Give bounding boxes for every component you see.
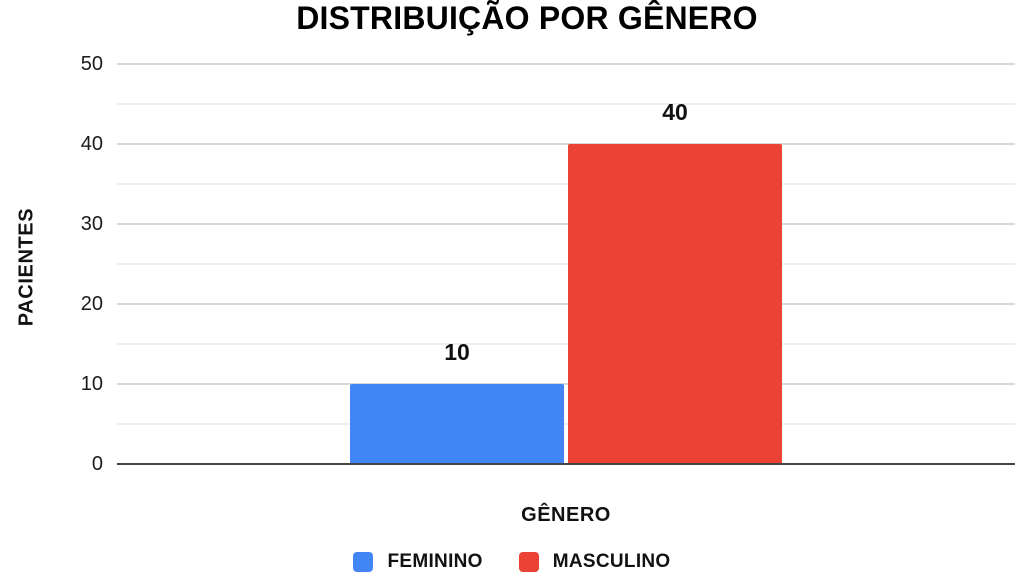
y-tick-label-20: 20: [80, 293, 103, 315]
major-gridline-50: [117, 63, 1015, 65]
major-gridline-20: [117, 303, 1015, 305]
legend-item-masculino: MASCULINO: [518, 551, 671, 572]
legend-swatch-masculino: [518, 552, 539, 572]
y-tick-label-0: 0: [91, 453, 103, 475]
major-gridline-10: [117, 383, 1015, 385]
plot-area: 10 40: [117, 63, 1015, 465]
minor-gridline-25: [117, 263, 1015, 265]
y-tick-label-50: 50: [80, 53, 103, 75]
legend: FEMININO MASCULINO: [0, 552, 1024, 572]
y-tick-label-30: 30: [80, 213, 103, 235]
y-tick-label-40: 40: [80, 133, 103, 155]
minor-gridline-45: [117, 103, 1015, 105]
x-axis-baseline: [117, 463, 1015, 465]
bar-masculino: [568, 144, 782, 464]
minor-gridline-35: [117, 183, 1015, 185]
legend-label-feminino: FEMININO: [387, 551, 483, 572]
bar-feminino: [350, 384, 564, 464]
bar-value-label-masculino: 40: [662, 99, 688, 125]
minor-gridline-15: [117, 343, 1015, 345]
minor-gridline-5: [117, 423, 1015, 425]
chart-title: DISTRIBUIÇÃO POR GÊNERO: [296, 0, 758, 36]
major-gridline-40: [117, 143, 1015, 145]
y-tick-label-10: 10: [80, 373, 103, 395]
legend-swatch-feminino: [353, 552, 374, 572]
legend-item-feminino: FEMININO: [353, 552, 482, 572]
bar-value-label-feminino: 10: [444, 339, 470, 365]
major-gridline-30: [117, 223, 1015, 225]
x-axis-title: GÊNERO: [521, 504, 611, 526]
legend-label-masculino: MASCULINO: [552, 551, 671, 572]
